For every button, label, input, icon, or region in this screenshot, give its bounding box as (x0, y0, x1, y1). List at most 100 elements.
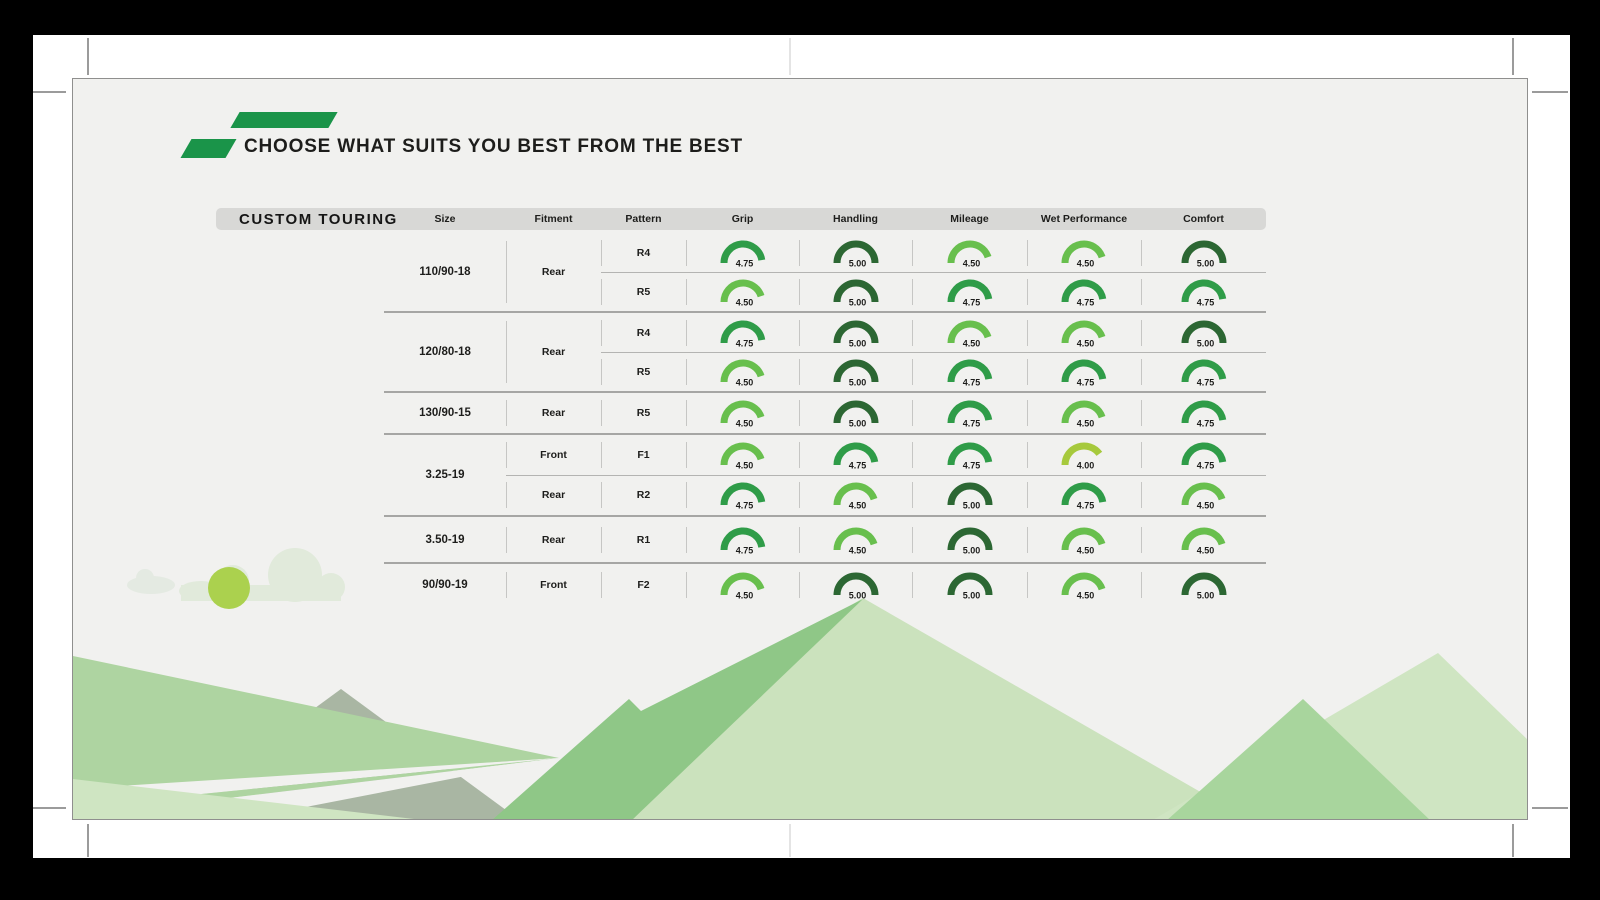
size-group: 130/90-15 Rear R5 4.50 5.00 4.75 4.50 4.75 (216, 393, 1266, 433)
rating-value: 4.50 (735, 419, 753, 429)
handling-gauge-icon: 5.00 (833, 240, 878, 268)
handling-cell: 5.00 (799, 352, 912, 391)
rating-value: 5.00 (848, 377, 866, 387)
rating-value: 4.50 (735, 297, 753, 307)
rating-value: 5.00 (1196, 591, 1214, 601)
comfort-gauge-icon: 4.50 (1181, 482, 1225, 510)
wet-gauge-icon: 4.50 (1061, 320, 1106, 348)
handling-gauge-icon: 4.50 (833, 482, 877, 510)
size-group: 90/90-19 Front F2 4.50 5.00 5.00 4.50 5.00 (216, 564, 1266, 606)
rating-value: 4.50 (1077, 258, 1095, 268)
comfort-gauge-icon: 5.00 (1181, 572, 1226, 601)
mileage-gauge-icon: 5.00 (947, 482, 992, 510)
crop-mark-top-right-v (1512, 38, 1514, 75)
grip-gauge-icon: 4.50 (720, 572, 764, 601)
wet-gauge-icon: 4.00 (1061, 442, 1103, 471)
mileage-cell: 4.75 (912, 393, 1027, 433)
row-spacer (216, 233, 384, 311)
wet-gauge-icon: 4.75 (1061, 482, 1107, 510)
rating-value: 4.50 (735, 591, 753, 601)
spec-table: CUSTOM TOURING Size Fitment Pattern Grip Han… (216, 208, 1266, 606)
column-header: Wet Performance (1040, 213, 1128, 225)
crop-mark-top-right-h (1532, 91, 1568, 93)
handling-cell: 5.00 (799, 233, 912, 272)
grip-cell: 4.75 (686, 313, 799, 352)
spec-table-body: 110/90-18 Rear R4 4.75 5.00 4.50 4.50 5.00 R5 4.5… (216, 233, 1266, 606)
pattern-cell: F2 (601, 564, 686, 606)
handling-gauge-icon: 5.00 (833, 572, 878, 600)
handling-cell: 5.00 (799, 313, 912, 352)
wet-gauge-icon: 4.50 (1061, 400, 1106, 429)
grip-cell: 4.50 (686, 393, 799, 433)
rating-value: 5.00 (848, 338, 866, 348)
rating-value: 5.00 (962, 545, 980, 555)
rating-value: 4.50 (962, 338, 980, 348)
comfort-cell: 4.50 (1141, 517, 1266, 562)
rating-value: 5.00 (848, 258, 866, 268)
mileage-gauge-icon: 5.00 (947, 527, 992, 555)
column-header: Handling (833, 213, 878, 225)
column-header: Pattern (625, 213, 662, 225)
rating-value: 5.00 (1196, 338, 1214, 348)
fitment-cell: Rear (506, 233, 601, 311)
handling-gauge-icon: 4.75 (833, 442, 878, 470)
rating-value: 4.75 (962, 297, 980, 307)
grip-gauge-icon: 4.50 (720, 359, 764, 387)
mileage-cell: 4.75 (912, 272, 1027, 311)
handling-cell: 5.00 (799, 564, 912, 606)
grip-cell: 4.50 (686, 272, 799, 311)
pattern-cell: F1 (601, 435, 686, 475)
crop-mark-top-left-h (33, 91, 66, 93)
rating-value: 4.75 (1196, 419, 1214, 429)
handling-gauge-icon: 4.50 (833, 527, 877, 555)
row-spacer (216, 517, 384, 562)
group-separator (384, 433, 1266, 435)
sun-icon (208, 567, 250, 609)
mileage-cell: 4.75 (912, 435, 1027, 475)
size-group: 120/80-18 Rear R4 4.75 5.00 4.50 4.50 5.00 R5 4.5… (216, 313, 1266, 391)
wet-cell: 4.75 (1027, 272, 1141, 311)
wet-cell: 4.50 (1027, 233, 1141, 272)
handling-gauge-icon: 5.00 (833, 400, 878, 428)
fitment-cell: Front (506, 435, 601, 475)
table-header-bar: CUSTOM TOURING Size Fitment Pattern Grip Han… (216, 208, 1266, 230)
wet-gauge-icon: 4.75 (1061, 279, 1107, 307)
grip-cell: 4.75 (686, 233, 799, 272)
wet-gauge-icon: 4.75 (1061, 359, 1107, 387)
wet-cell: 4.50 (1027, 393, 1141, 433)
wet-cell: 4.75 (1027, 352, 1141, 391)
grip-cell: 4.50 (686, 564, 799, 606)
rating-value: 4.50 (1077, 419, 1095, 429)
pattern-cell: R1 (601, 517, 686, 562)
brand-logotype: CUSTOM TOURING (239, 210, 398, 228)
rating-value: 5.00 (962, 591, 980, 601)
comfort-cell: 4.75 (1141, 272, 1266, 311)
mileage-cell: 4.50 (912, 233, 1027, 272)
handling-cell: 4.50 (799, 517, 912, 562)
size-cell: 130/90-15 (419, 407, 471, 419)
rating-value: 4.75 (735, 545, 753, 555)
rating-value: 4.50 (735, 377, 753, 387)
wet-cell: 4.50 (1027, 313, 1141, 352)
right-hill-medium (1168, 699, 1429, 819)
rating-value: 4.75 (735, 258, 753, 268)
mileage-gauge-icon: 4.50 (947, 320, 991, 348)
artwork-sheet: CHOOSE WHAT SUITS YOU BEST FROM THE BEST… (72, 78, 1528, 820)
comfort-cell: 4.50 (1141, 475, 1266, 515)
handling-cell: 4.75 (799, 435, 912, 475)
row-spacer (216, 435, 384, 515)
comfort-cell: 5.00 (1141, 313, 1266, 352)
group-separator (384, 562, 1266, 564)
mileage-gauge-icon: 5.00 (947, 572, 992, 601)
rating-value: 4.75 (1196, 377, 1214, 387)
landscape-decoration (73, 548, 1527, 819)
mileage-gauge-icon: 4.75 (947, 442, 992, 470)
rating-value: 4.75 (962, 419, 980, 429)
size-cell: 3.25-19 (425, 469, 465, 481)
rating-value: 4.50 (848, 545, 866, 555)
rating-value: 4.00 (1077, 461, 1095, 471)
crop-mark-bottom-right-v (1512, 824, 1514, 857)
group-separator (384, 515, 1266, 517)
mileage-cell: 5.00 (912, 475, 1027, 515)
mileage-cell: 4.75 (912, 352, 1027, 391)
